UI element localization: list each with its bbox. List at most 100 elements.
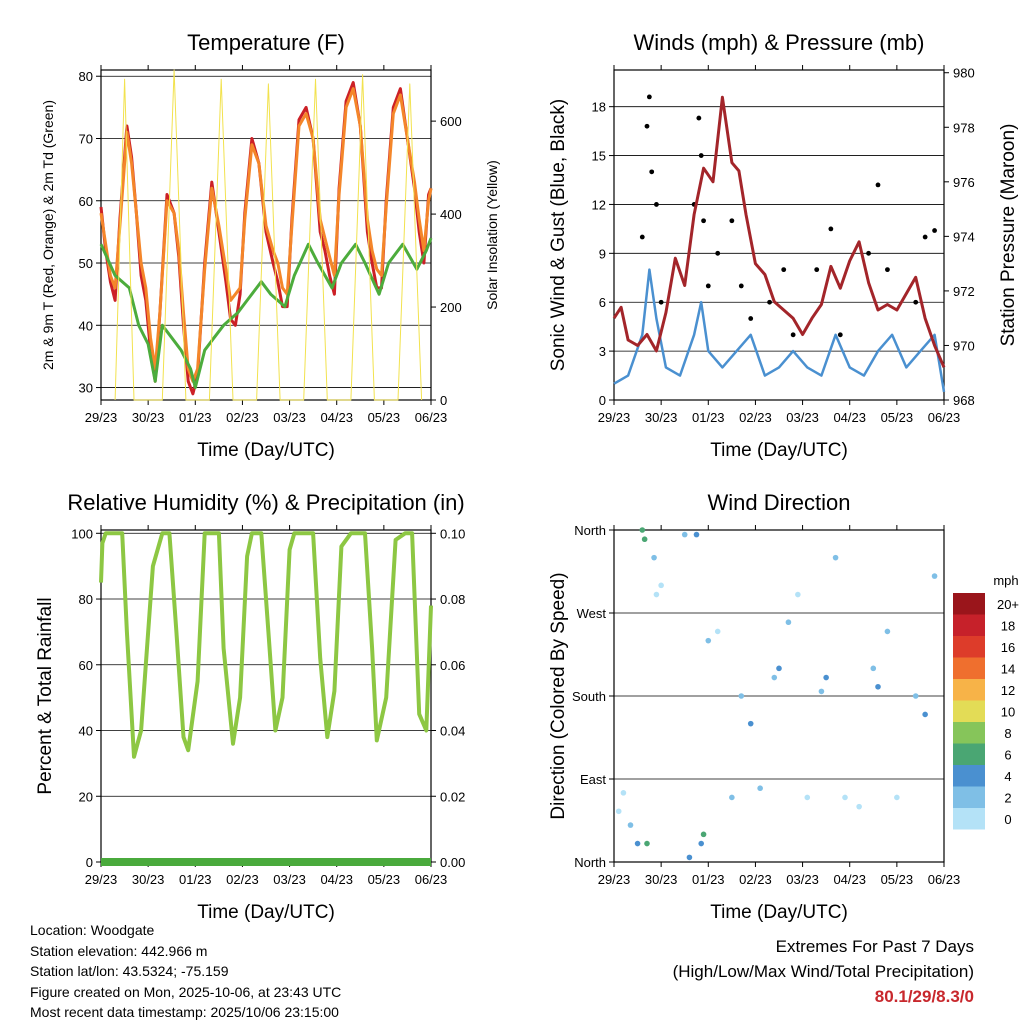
gust-point: [649, 169, 655, 175]
direction-point: [738, 693, 745, 699]
y-tick-label: 40: [79, 318, 93, 333]
direction-point: [818, 688, 825, 695]
direction-point: [686, 854, 693, 861]
y-axis-label: Sonic Wind & Gust (Blue, Black): [548, 99, 569, 371]
x-tick-label: 04/23: [320, 410, 353, 425]
gust-point: [738, 283, 744, 289]
gust-point: [932, 228, 937, 233]
gust-point: [875, 182, 881, 188]
gust-point: [767, 299, 772, 305]
y-tick-label: 50: [79, 256, 93, 271]
gust-point: [644, 123, 650, 129]
y-tick-label: 15: [592, 149, 606, 164]
y-tick-label: 60: [79, 194, 93, 209]
x-tick-label: 05/23: [368, 410, 401, 425]
y-tick-label: 6: [599, 295, 606, 310]
x-tick-label: 29/23: [85, 410, 118, 425]
x-tick-label: 06/23: [415, 410, 448, 425]
y2-tick-label: 980: [953, 66, 975, 81]
y-tick-label: West: [577, 606, 607, 621]
y2-tick-label: 0.10: [440, 526, 465, 541]
direction-point: [823, 674, 829, 681]
direction-point: [894, 794, 900, 801]
direction-point: [644, 840, 650, 847]
x-tick-label: 29/23: [85, 872, 118, 887]
x-tick-label: 05/23: [881, 410, 914, 425]
y2-tick-label: 978: [953, 120, 975, 135]
direction-point: [875, 683, 881, 690]
colorbar-label: 2: [1004, 790, 1011, 805]
gust-point: [814, 267, 820, 273]
2m-td-line: [99, 237, 433, 389]
colorbar-swatch: [953, 743, 985, 765]
chart-title: Temperature (F): [187, 30, 345, 55]
gust-point: [922, 234, 928, 240]
y-tick-label: 60: [79, 658, 93, 673]
direction-point: [922, 711, 928, 718]
chart-title: Relative Humidity (%) & Precipitation (i…: [67, 490, 464, 515]
direction-point: [912, 693, 919, 699]
x-tick-label: 06/23: [415, 872, 448, 887]
y-tick-label: 100: [71, 526, 93, 541]
direction-point: [627, 822, 634, 828]
direction-point: [842, 794, 848, 801]
y-axis-label: Direction (Colored By Speed): [548, 572, 569, 819]
colorbar-label: 4: [1004, 769, 1011, 784]
gust-point: [885, 267, 890, 273]
y2-tick-label: 400: [440, 207, 462, 222]
direction-point: [651, 554, 657, 561]
x-tick-label: 03/23: [273, 872, 306, 887]
extremes-panel: Extremes For Past 7 Days (High/Low/Max W…: [673, 934, 974, 1009]
x-tick-label: 04/23: [320, 872, 353, 887]
x-tick-label: 05/23: [368, 872, 401, 887]
direction-point: [776, 665, 782, 672]
gust-point: [866, 250, 871, 256]
x-axis-label: Time (Day/UTC): [197, 440, 335, 461]
y2-tick-label: 0: [440, 393, 447, 408]
direction-point: [884, 628, 891, 635]
direction-point: [714, 628, 721, 635]
y2-tick-label: 600: [440, 114, 462, 129]
colorbar-swatch: [953, 808, 985, 830]
x-tick-label: 02/23: [226, 872, 259, 887]
pressure-line: [612, 95, 946, 368]
direction-point: [700, 831, 707, 838]
relative-humidity-line: [99, 531, 433, 759]
gust-point: [654, 202, 659, 207]
gust-point: [646, 94, 652, 100]
direction-point: [747, 720, 754, 727]
y2-tick-label: 0.08: [440, 592, 465, 607]
colorbar-swatch: [953, 765, 985, 787]
x-tick-label: 05/23: [881, 872, 914, 887]
x-tick-label: 06/23: [928, 410, 961, 425]
x-tick-label: 30/23: [645, 872, 678, 887]
y2-tick-label: 976: [953, 175, 975, 190]
y2-tick-label: 0.00: [440, 855, 465, 870]
colorbar-swatch: [953, 636, 985, 658]
direction-point: [856, 803, 862, 810]
location-text: Location: Woodgate: [30, 922, 155, 938]
gust-point: [790, 332, 796, 338]
y-tick-label: 80: [79, 592, 93, 607]
9m-t-line: [99, 87, 433, 383]
gust-point: [639, 234, 645, 240]
colorbar-swatch: [953, 722, 985, 744]
x-tick-label: 03/23: [786, 872, 819, 887]
colorbar-swatch: [953, 593, 985, 615]
direction-point: [641, 536, 648, 543]
y2-axis-label: Station Pressure (Maroon): [998, 124, 1019, 347]
y2-tick-label: 972: [953, 284, 975, 299]
direction-point: [832, 554, 839, 561]
direction-point: [804, 794, 811, 801]
created-text: Figure created on Mon, 2025-10-06, at 23…: [30, 983, 342, 1000]
plot-frame: [100, 69, 432, 401]
direction-point: [658, 582, 664, 589]
y-axis-label: Percent & Total Rainfall: [35, 597, 56, 794]
elevation-text: Station elevation: 442.966 m: [30, 942, 208, 959]
gust-point: [781, 267, 787, 273]
y-tick-label: 70: [79, 131, 93, 146]
direction-point: [681, 531, 688, 538]
x-tick-label: 03/23: [786, 410, 819, 425]
